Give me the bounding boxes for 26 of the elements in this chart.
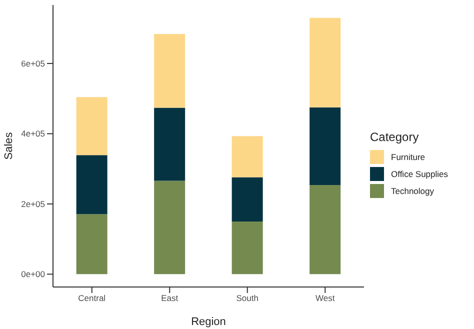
legend-label: Technology <box>391 186 434 196</box>
y-tick-label: 2e+05 <box>21 198 46 209</box>
legend-title: Category <box>370 130 420 144</box>
bar <box>154 108 186 181</box>
x-tick-label: Central <box>78 293 106 304</box>
x-tick-label: West <box>316 293 336 304</box>
y-tick-label: 0e+00 <box>21 269 46 280</box>
x-tick-label: South <box>236 293 259 304</box>
legend-label: Office Supplies <box>391 168 448 178</box>
bar <box>76 97 108 156</box>
bar <box>310 107 341 185</box>
bar <box>154 180 186 274</box>
bar <box>310 184 341 274</box>
x-axis-title: Region <box>191 316 226 328</box>
y-axis-title: Sales <box>2 132 15 160</box>
bar <box>232 177 263 222</box>
bar <box>232 222 263 274</box>
bar <box>310 18 341 108</box>
bar <box>154 34 186 108</box>
legend-label: Furniture <box>391 152 426 162</box>
bar <box>232 136 263 178</box>
x-tick-label: East <box>161 293 179 304</box>
y-tick-label: 6e+05 <box>21 58 46 68</box>
y-tick-label: 4e+05 <box>21 128 46 139</box>
bar <box>76 155 108 214</box>
bar <box>76 214 108 274</box>
